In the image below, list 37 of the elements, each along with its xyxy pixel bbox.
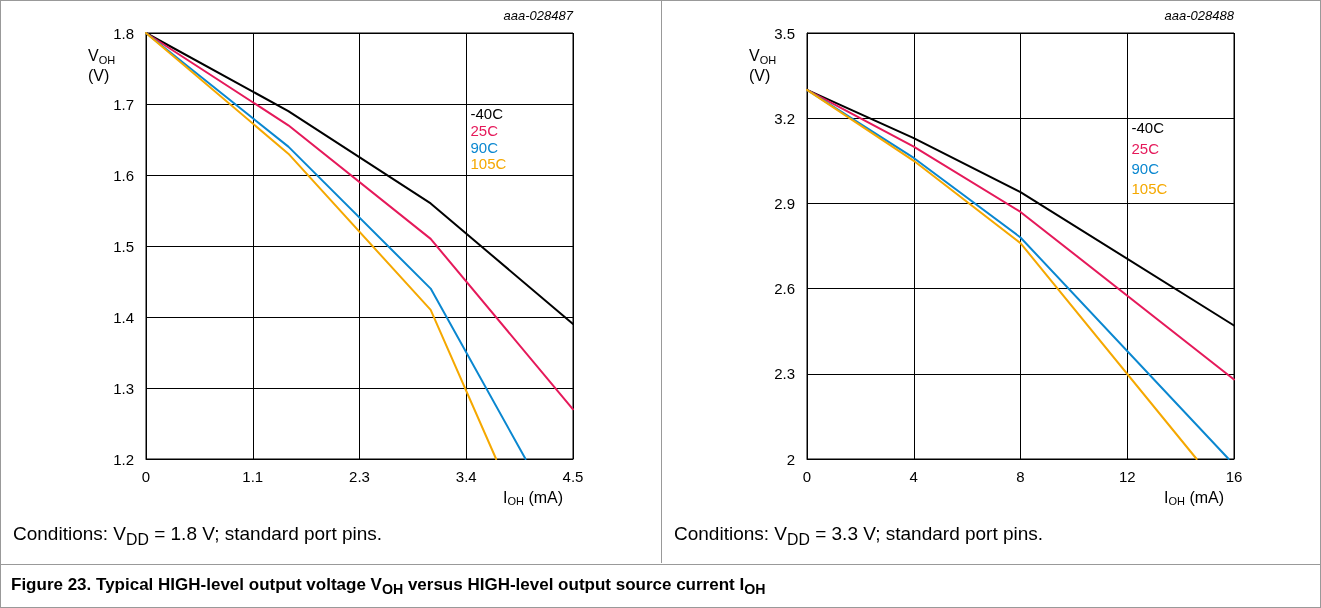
text: 105C (1131, 180, 1168, 198)
x-tick-label: 0 (802, 468, 812, 485)
y-tick-label: 1.7 (113, 95, 134, 113)
line-series (806, 88, 1235, 381)
text: 90C (1131, 159, 1160, 177)
text: 90C (470, 138, 499, 156)
text: Conditions: V$_{DD}$ = 3.3 V; standard port pins. (674, 523, 1044, 549)
text: 25C (470, 121, 499, 139)
x-tick-label: 3.4 (455, 468, 477, 485)
x-tick-label: 12 (1118, 468, 1136, 485)
x-tick-label: 16 (1225, 468, 1243, 485)
text: aaa-028487 (503, 8, 574, 23)
y-tick-label: 1.3 (113, 379, 134, 397)
text: aaa-028488 (1164, 8, 1235, 23)
y-tick-label: 3.2 (774, 109, 795, 127)
y-tick-label: 1.2 (113, 450, 134, 468)
y-tick-label: 1.8 (113, 24, 134, 42)
text: Figure 23. Typical HIGH-level output voltage V$_{OH}$ versus HIGH-level output source current I$_{OH}$ (1, 564, 1320, 607)
y-tick-label: 2 (786, 450, 795, 468)
text: -40C (470, 105, 504, 122)
text: -40C (1131, 119, 1165, 137)
text: 25C (1131, 139, 1160, 157)
y-tick-label: 2.3 (774, 365, 795, 383)
x-tick-label: 4.5 (562, 468, 584, 485)
x-tick-label: 0 (141, 468, 151, 485)
y-tick-label: 1.6 (113, 166, 134, 184)
y-tick-label: 1.4 (113, 308, 134, 326)
text: Conditions: V$_{DD}$ = 1.8 V; standard port pins. (13, 523, 383, 549)
x-tick-label: 2.3 (349, 468, 370, 485)
y-tick-label: 2.6 (774, 280, 795, 298)
x-tick-label: 4 (909, 468, 918, 485)
x-tick-label: 8 (1016, 468, 1025, 485)
x-tick-label: 1.1 (242, 468, 264, 485)
text: 105C (470, 155, 507, 173)
y-tick-label: 1.5 (113, 237, 134, 255)
y-tick-label: 3.5 (774, 24, 795, 42)
y-tick-label: 2.9 (774, 194, 795, 212)
